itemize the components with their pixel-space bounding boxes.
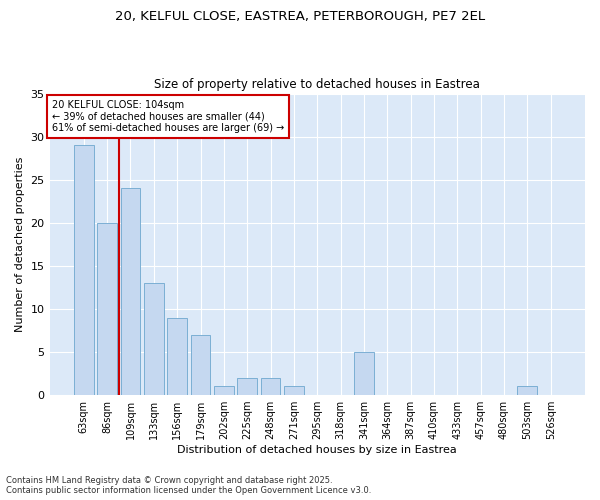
Bar [167, 318, 187, 395]
Bar [214, 386, 234, 395]
Bar [238, 378, 257, 395]
Bar [354, 352, 374, 395]
Bar [284, 386, 304, 395]
Bar [191, 335, 211, 395]
Text: 20, KELFUL CLOSE, EASTREA, PETERBOROUGH, PE7 2EL: 20, KELFUL CLOSE, EASTREA, PETERBOROUGH,… [115, 10, 485, 23]
Bar [97, 223, 117, 395]
Text: Contains HM Land Registry data © Crown copyright and database right 2025.
Contai: Contains HM Land Registry data © Crown c… [6, 476, 371, 495]
Bar [260, 378, 280, 395]
Y-axis label: Number of detached properties: Number of detached properties [15, 156, 25, 332]
Bar [144, 283, 164, 395]
Title: Size of property relative to detached houses in Eastrea: Size of property relative to detached ho… [154, 78, 480, 91]
Bar [517, 386, 538, 395]
Bar [121, 188, 140, 395]
Bar [74, 145, 94, 395]
Text: 20 KELFUL CLOSE: 104sqm
← 39% of detached houses are smaller (44)
61% of semi-de: 20 KELFUL CLOSE: 104sqm ← 39% of detache… [52, 100, 284, 133]
X-axis label: Distribution of detached houses by size in Eastrea: Distribution of detached houses by size … [178, 445, 457, 455]
